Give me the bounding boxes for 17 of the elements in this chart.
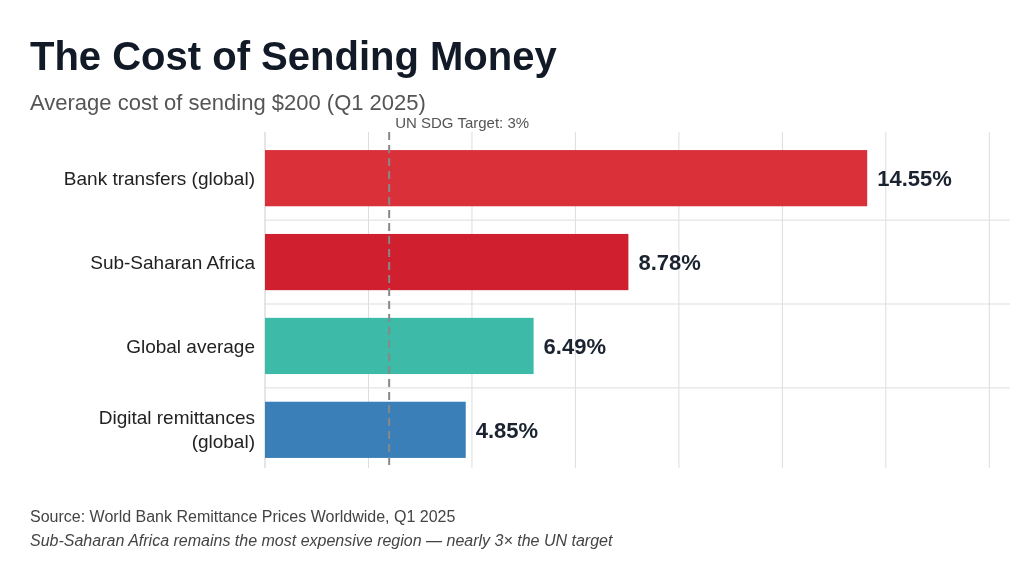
bar [265, 233, 629, 291]
y-tick-label: Digital remittances (global) [98, 407, 255, 453]
y-tick-label: Global average [126, 335, 255, 357]
y-tick-label: Sub-Saharan Africa [90, 251, 256, 273]
data-label: 6.49% [543, 333, 606, 359]
source-note: Source: World Bank Remittance Prices Worldwide, Q1 2025 [30, 508, 456, 525]
bar [265, 150, 868, 207]
chart-title: The Cost of Sending Money [30, 34, 558, 78]
ref-line-label: UN SDG Target: 3% [395, 114, 530, 131]
data-label: 4.85% [475, 417, 539, 443]
y-tick-label: Bank transfers (global) [63, 167, 255, 189]
bar [265, 401, 466, 458]
data-label: 8.78% [638, 249, 701, 275]
chart-subtitle: Average cost of sending $200 (Q1 2025) [30, 90, 426, 115]
bar [265, 317, 534, 375]
data-label: 14.55% [877, 165, 952, 191]
text: Sub-Saharan Africa remains the most expensive region — nearly 3× the UN target [30, 532, 613, 549]
